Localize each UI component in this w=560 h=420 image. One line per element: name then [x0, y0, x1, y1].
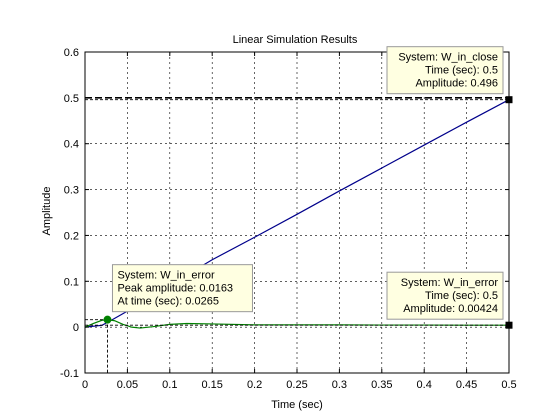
datatip-text: Amplitude: 0.00424: [403, 303, 498, 315]
x-axis-label: Time (sec): [271, 399, 323, 411]
y-tick-label: 0.2: [64, 230, 79, 242]
datatip-text: Amplitude: 0.496: [415, 78, 498, 90]
datatip-text: System: W_in_close: [398, 52, 498, 64]
x-tick-label: 0.1: [162, 379, 177, 391]
y-axis-label: Amplitude: [41, 187, 53, 236]
x-tick-label: 0.2: [247, 379, 262, 391]
x-tick-label: 0.45: [456, 379, 477, 391]
x-tick-label: 0.05: [117, 379, 138, 391]
datatip-text: Peak amplitude: 0.0163: [117, 283, 233, 295]
datatip-box: [386, 46, 504, 95]
series-line-w-in-close: [84, 99, 510, 328]
y-tick-label: -0.1: [60, 368, 79, 380]
y-tick-label: 0: [73, 322, 79, 334]
x-tick-label: 0.3: [332, 379, 347, 391]
x-tick-label: 0.15: [201, 379, 222, 391]
chart-title: Linear Simulation Results: [233, 34, 358, 46]
datatip-text: Time (sec): 0.5: [425, 290, 498, 302]
datatip-box: [111, 264, 253, 313]
datatip-text: At time (sec): 0.0265: [117, 296, 219, 308]
x-tick-label: 0.25: [286, 379, 307, 391]
x-tick-label: 0.4: [417, 379, 432, 391]
datatip-marker: [103, 315, 112, 324]
tick-layer: 0 0.05 0.1 0.15 0.2 0.25 0.3 0.35 0.4 0.45 0.5 -0.1…: [60, 47, 517, 391]
y-tick-label: 0.6: [64, 47, 79, 59]
y-tick-label: 0.4: [64, 139, 79, 151]
datatip-text: Time (sec): 0.5: [425, 65, 498, 77]
x-tick-label: 0.5: [501, 379, 516, 391]
datatip-text: System: W_in_error: [401, 277, 499, 289]
datatip-marker: [505, 96, 513, 104]
y-tick-label: 0.5: [64, 93, 79, 105]
datatip-text: System: W_in_error: [117, 270, 215, 282]
x-tick-label: 0.35: [371, 379, 392, 391]
y-tick-label: 0.3: [64, 185, 79, 197]
datatip-box: [386, 271, 504, 320]
y-tick-label: 0.1: [64, 276, 79, 288]
x-tick-label: 0: [82, 379, 88, 391]
datatip-marker: [505, 321, 513, 329]
